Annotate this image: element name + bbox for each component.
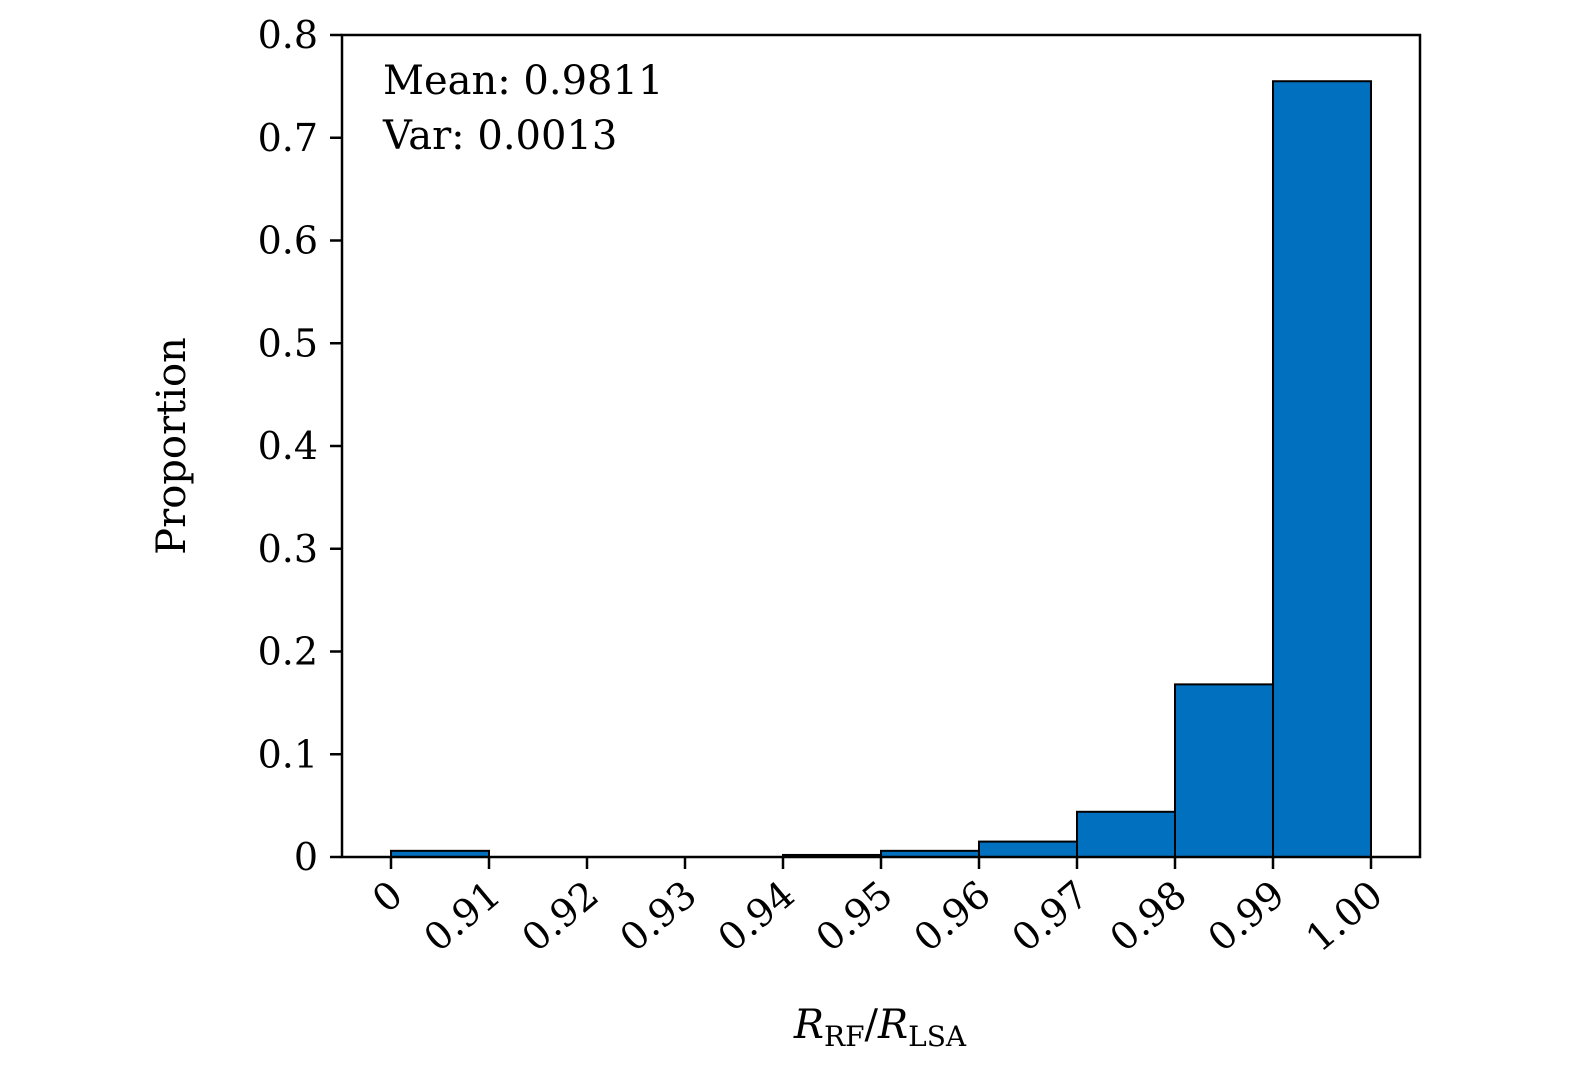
y-axis: 0 0.1 0.2 0.3 0.4 0.5 0.6 0.7 0.8 — [258, 13, 342, 879]
bar-0.98-0.99 — [1174, 683, 1274, 858]
y-axis-title: Proportion — [149, 337, 195, 555]
y-tick-label: 0.8 — [258, 13, 318, 57]
x-tick-label: 0.94 — [710, 872, 803, 960]
y-tick-label: 0 — [294, 835, 318, 879]
y-tick-label: 0.3 — [258, 527, 318, 571]
bar-0.97-0.98 — [1076, 810, 1176, 858]
x-tick-label: 0.97 — [1004, 872, 1097, 960]
bar-0.99-1.00 — [1272, 80, 1372, 859]
mean-annotation: Mean: 0.9811 — [383, 58, 663, 104]
y-tick-label: 0.5 — [258, 321, 318, 365]
x-tick-label: 0.95 — [808, 872, 901, 960]
x-axis-title-sub-lsa: LSA — [908, 1020, 967, 1053]
bar-0.96-0.97 — [978, 840, 1078, 859]
x-axis: 0 0.91 0.92 0.93 0.94 0.95 0.96 0.97 0.98 0.99 1.0… — [364, 857, 1391, 960]
x-tick-label: 0.96 — [906, 872, 999, 960]
x-tick-label: 0.92 — [514, 872, 607, 960]
x-axis-title-sub-rf: RF — [824, 1020, 865, 1053]
x-tick-label: 1.00 — [1298, 872, 1391, 960]
variance-annotation: Var: 0.0013 — [382, 113, 617, 159]
bars-group — [390, 80, 1372, 859]
x-tick-label: 0.98 — [1102, 872, 1195, 960]
x-tick-label: 0.91 — [416, 872, 509, 960]
x-axis-title: RRF/RLSA — [793, 1002, 967, 1053]
x-axis-title-r1: R — [793, 1002, 824, 1048]
x-tick-label: 0.99 — [1200, 872, 1293, 960]
x-axis-title-slash: / — [865, 1002, 879, 1048]
y-tick-label: 0.4 — [258, 424, 318, 468]
x-tick-label: 0.93 — [612, 872, 705, 960]
y-tick-label: 0.6 — [258, 219, 318, 263]
y-tick-label: 0.1 — [258, 732, 318, 776]
plot-frame — [340, 33, 1422, 859]
x-tick-label: 0 — [364, 872, 411, 921]
x-axis-title-r2: R — [877, 1002, 908, 1048]
y-tick-label: 0.2 — [258, 630, 318, 674]
y-tick-label: 0.7 — [258, 116, 318, 160]
